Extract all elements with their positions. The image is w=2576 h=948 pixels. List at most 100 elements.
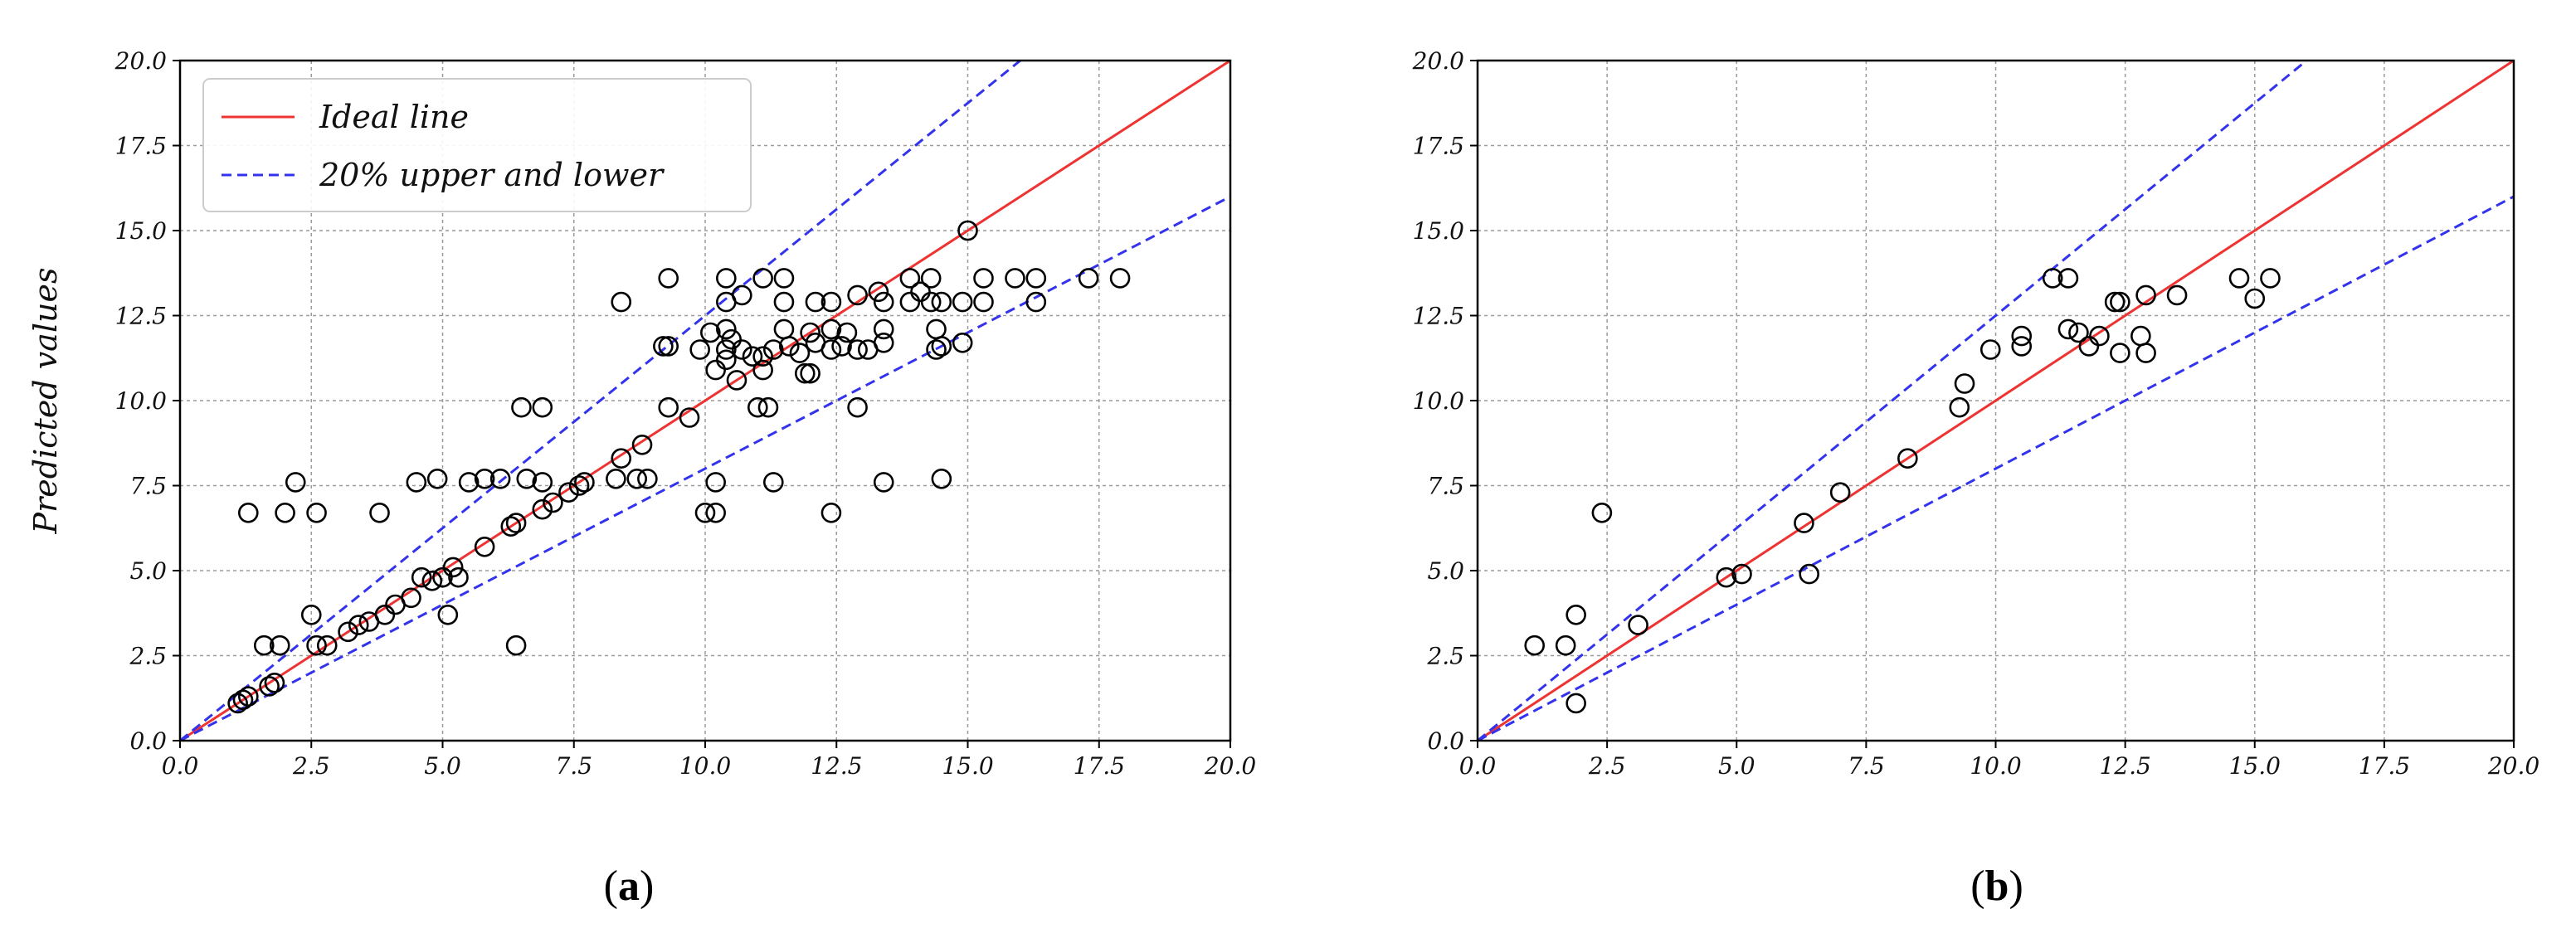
data-point [2011,336,2033,357]
panel-caption: (a) [604,863,655,910]
data-point [1109,268,1131,289]
data-point [1025,291,1047,313]
data-point [432,566,453,588]
data-point [338,621,358,643]
data-point [411,566,432,588]
scatter-points [1524,268,2281,714]
y-tick-label: 5.0 [129,557,167,585]
x-tick-label: 15.0 [942,752,993,780]
y-tick-label: 15.0 [1413,217,1464,245]
data-point [931,291,952,313]
data-point [752,268,773,289]
data-point [2057,318,2079,340]
data-point [821,502,842,523]
data-point [700,322,721,343]
data-point [626,468,648,489]
data-point [421,570,443,591]
data-point [401,587,421,609]
y-tick-label: 10.0 [115,387,167,415]
data-point [742,346,763,367]
data-point [259,676,280,697]
data-point [2068,322,2089,343]
y-tick-label: 7.5 [129,473,167,500]
data-point [505,513,527,533]
y-tick-label: 0.0 [1427,727,1464,755]
data-point [1829,482,1851,503]
data-point [689,339,710,360]
data-point [1799,563,1819,585]
data-point [957,220,978,241]
data-point [1949,396,1970,418]
y-tick-label: 12.5 [1413,303,1464,330]
data-point [747,396,768,418]
data-point [269,634,290,656]
data-point [773,318,795,340]
data-point [800,322,821,343]
data-point [2089,325,2110,347]
data-point [2078,336,2100,357]
y-tick-label: 17.5 [115,133,167,160]
data-point [973,268,994,289]
data-point [2057,268,2079,289]
data-point [926,318,947,340]
data-point [1566,693,1586,714]
data-point [821,291,842,313]
data-point [227,693,248,714]
data-point [611,291,632,313]
scatter-points [227,220,1131,714]
data-point [611,448,632,469]
data-point [658,396,679,418]
data-point [716,339,737,360]
data-point [606,468,626,489]
data-point [574,472,595,493]
y-tick-label: 20.0 [1412,47,1464,75]
data-point [716,268,737,289]
data-point [805,291,826,313]
data-point [920,268,942,289]
data-point [831,336,852,357]
data-point [1078,268,1099,289]
y-tick-label: 2.5 [129,643,167,670]
data-point [658,336,679,357]
data-point [1897,448,1918,469]
panel-a: 0.0 2.5 5.0 7.5 10.0 12.5 15.0 17.5 20.0 0.0 2.5 5.… [27,47,1256,910]
data-point [658,268,679,289]
data-point [1555,634,1576,656]
legend: Ideal line 20% upper and lower [202,78,752,212]
data-point [726,370,747,391]
data-point [474,468,495,489]
y-tick-label: 20.0 [114,47,167,75]
data-point [532,472,553,493]
data-point [836,322,858,343]
data-point [1954,373,1975,394]
data-point [679,407,700,428]
data-point [306,502,327,523]
data-point [705,502,726,523]
x-tick-label: 7.5 [1848,752,1885,780]
data-point [2042,268,2063,289]
data-point [442,557,464,578]
x-tick-label: 5.0 [424,752,461,780]
panel-letter: a [618,863,640,910]
data-point [2228,268,2250,289]
data-point [721,328,742,350]
data-point [1005,268,1025,289]
x-tick-label: 2.5 [292,752,330,780]
data-point [910,281,931,303]
x-tick-label: 15.0 [2229,752,2281,780]
data-point [973,291,994,313]
data-point [458,472,480,493]
reference-lines [1478,61,2514,741]
data-point [2011,325,2033,347]
y-tick-label: 15.0 [115,217,167,245]
data-point [873,472,894,493]
data-point [369,502,390,523]
data-point [762,339,784,360]
data-point [2110,291,2130,313]
y-tick-label: 12.5 [115,303,167,330]
data-point [757,396,779,418]
x-tick-label: 20.0 [2487,752,2539,780]
data-point [762,472,784,493]
y-axis-label: Predicted values [27,268,64,535]
